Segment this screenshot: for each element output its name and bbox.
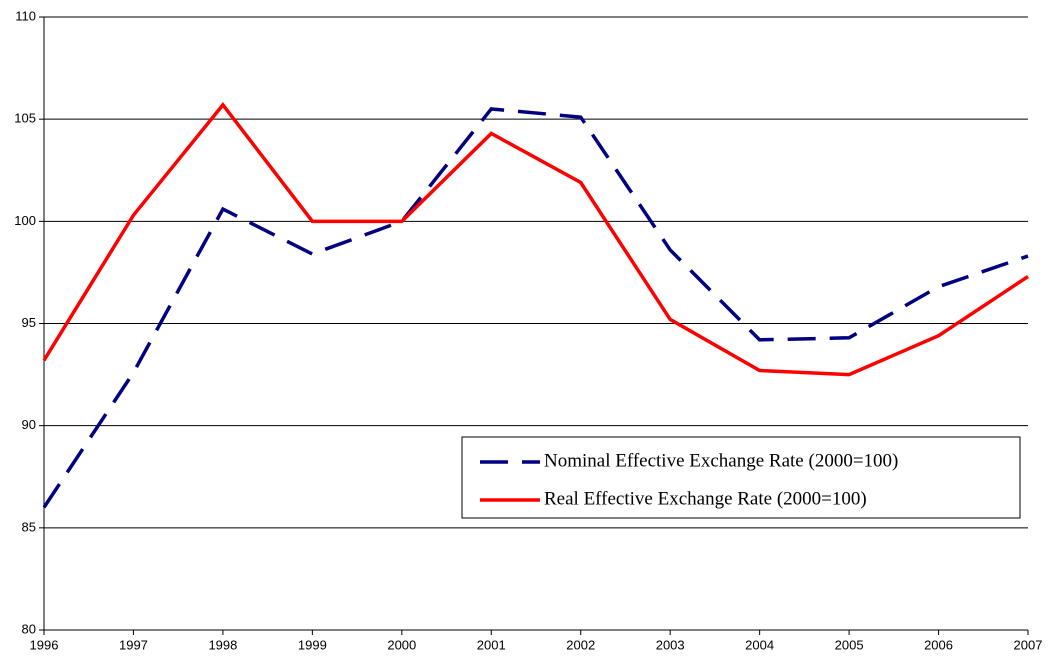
x-tick-label: 2005 — [835, 637, 864, 652]
x-tick-label: 2006 — [924, 637, 953, 652]
series-line — [42, 102, 1029, 377]
x-tick-label: 2003 — [656, 637, 685, 652]
x-tick-label: 1997 — [119, 637, 148, 652]
legend-label: Real Effective Exchange Rate (2000=100) — [544, 488, 867, 509]
y-tick-label: 80 — [22, 621, 36, 636]
y-tick-label: 85 — [22, 519, 36, 534]
x-tick-label: 1998 — [208, 637, 237, 652]
x-tick-label: 1996 — [30, 637, 59, 652]
y-tick-label: 105 — [14, 111, 36, 126]
x-tick-label: 2000 — [387, 637, 416, 652]
x-tick-label: 2001 — [477, 637, 506, 652]
x-tick-label: 2007 — [1014, 637, 1043, 652]
y-tick-label: 95 — [22, 315, 36, 330]
y-tick-label: 100 — [14, 213, 36, 228]
y-tick-label: 110 — [15, 8, 36, 23]
x-tick-label: 2004 — [745, 637, 774, 652]
series-line — [42, 107, 1029, 509]
x-tick-label: 1999 — [298, 637, 327, 652]
legend-box — [461, 436, 1021, 519]
legend-label: Nominal Effective Exchange Rate (2000=10… — [544, 450, 898, 471]
x-tick-label: 2002 — [566, 637, 595, 652]
y-tick-label: 90 — [22, 417, 36, 432]
